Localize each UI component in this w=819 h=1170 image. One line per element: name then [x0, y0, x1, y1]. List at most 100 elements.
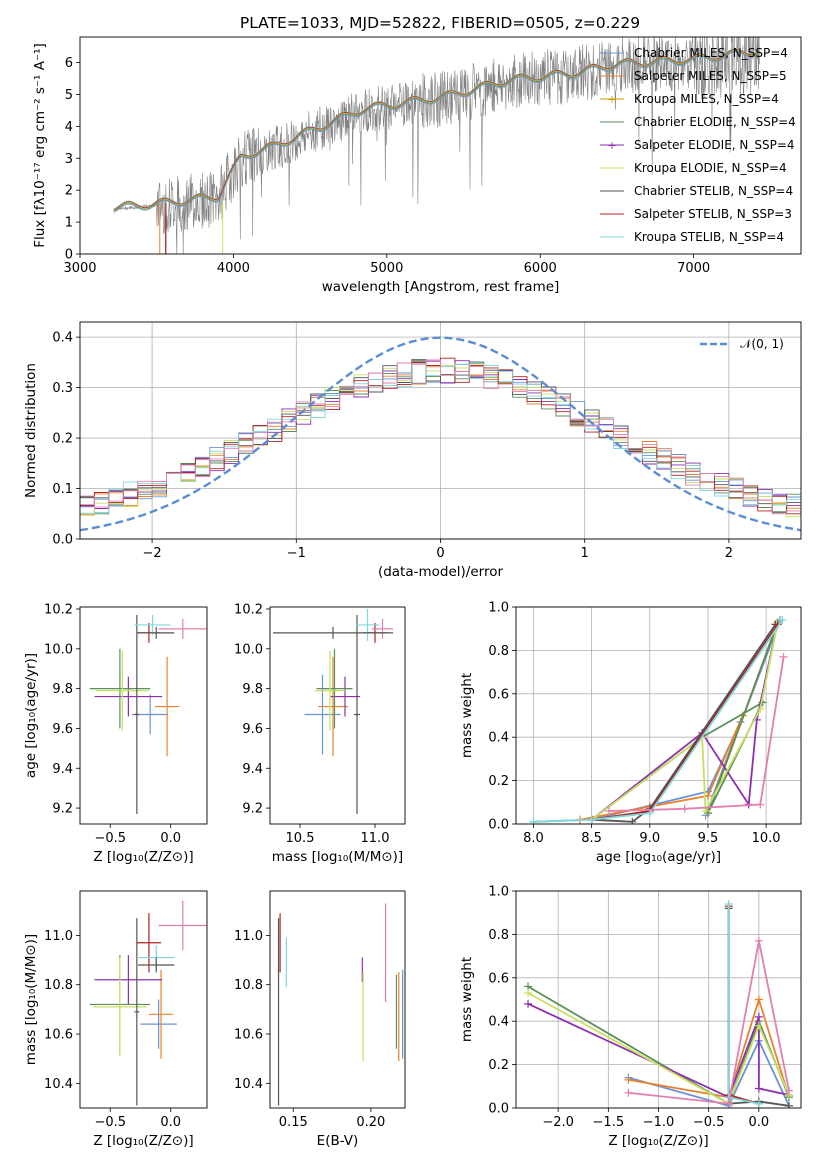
legend-entry: Chabrier MILES, N_SSP=4	[634, 46, 788, 60]
panel-residuals: −2 −1 0 1 2 0.0 0.1 0.2 0.3 0.4 (data-model)/error…	[23, 321, 802, 580]
y-tick-label: 9.8	[242, 682, 263, 697]
plot-area	[113, 37, 760, 254]
weight-line	[533, 619, 784, 823]
x-tick-label: −2.0	[542, 1115, 574, 1130]
x-axis-label: E(B-V)	[317, 1133, 359, 1149]
legend: Chabrier MILES, N_SSP=4 Salpeter MILES, N…	[600, 46, 796, 244]
y-tick-label: 10.2	[234, 602, 263, 617]
x-tick-label: 0.20	[356, 1115, 385, 1130]
weight-marker	[779, 652, 788, 661]
y-tick-label: 10.6	[234, 1028, 263, 1043]
figure-title: PLATE=1033, MJD=52822, FIBERID=0505, z=0…	[240, 14, 640, 32]
y-tick-label: 10.8	[234, 978, 263, 993]
x-tick-label: 0.0	[160, 1115, 181, 1130]
y-tick-label: 0.8	[488, 928, 509, 943]
y-tick-label: 9.4	[52, 762, 73, 777]
x-tick-label: −0.5	[693, 1115, 725, 1130]
x-tick-label: 10.5	[286, 831, 315, 846]
weight-marker	[524, 999, 533, 1008]
x-axis-label: Z [log₁₀(Z/Z⊙)]	[93, 849, 193, 865]
axes-frame	[79, 36, 802, 255]
weight-marker	[724, 900, 733, 909]
gaussian-curve	[80, 336, 801, 532]
y-tick-label: 0.2	[52, 432, 73, 447]
y-tick-label: 10.8	[44, 978, 73, 993]
panel-weight-age: 8.0 8.5 9.0 9.5 10.0 0.0 0.2 0.4 0.6 0.8 1.0 age [l…	[459, 601, 802, 865]
y-tick-label: 1.0	[488, 885, 509, 900]
panel-age-z: −0.5 0.0 9.2 9.4 9.6 9.8 10.0 10.2 Z [log₁₀(Z/Z⊙…	[23, 602, 208, 865]
y-tick-label: 0.1	[52, 482, 73, 497]
legend-entry: Chabrier STELIB, N_SSP=4	[634, 184, 793, 198]
x-tick-label: 11.0	[361, 831, 390, 846]
weight-marker	[754, 1021, 763, 1030]
y-tick-label: 10.4	[44, 1077, 73, 1092]
weight-marker	[624, 1088, 633, 1097]
y-tick-label: 9.6	[52, 722, 73, 737]
panel-mass-z: −0.5 0.0 10.4 10.6 10.8 11.0 Z [log₁₀(Z/Z⊙)] ma…	[23, 890, 208, 1149]
x-tick-label: 9.5	[698, 831, 719, 846]
weight-marker	[784, 1101, 793, 1108]
x-tick-label: 0.0	[160, 831, 181, 846]
legend-entry: Kroupa ELODIE, N_SSP=4	[634, 161, 787, 175]
x-tick-label: −1.5	[593, 1115, 625, 1130]
x-tick-label: −1	[287, 546, 306, 561]
weight-line	[628, 1038, 790, 1107]
x-tick-label: −2	[143, 546, 162, 561]
x-tick-label: 1	[581, 546, 589, 561]
plot-area	[529, 616, 788, 824]
weight-marker	[529, 817, 538, 824]
plot-area	[80, 336, 801, 532]
weight-line	[591, 623, 777, 823]
legend-entry: Salpeter STELIB, N_SSP=3	[634, 207, 792, 221]
weight-marker	[754, 1099, 763, 1108]
axes-frame	[515, 606, 802, 825]
panel-age-mass: 10.5 11.0 9.2 9.4 9.6 9.8 10.0 10.2 mass [log₁₀(…	[234, 602, 406, 865]
y-tick-label: 0.4	[488, 1015, 509, 1030]
legend-entry: Chabrier ELODIE, N_SSP=4	[634, 115, 796, 129]
y-axis-label: age [log₁₀(age/yr)]	[23, 653, 39, 778]
x-axis-label: Z [log₁₀(Z/Z⊙)]	[93, 1133, 193, 1149]
y-tick-label: 10.4	[234, 1077, 263, 1092]
x-tick-label: 6000	[524, 261, 557, 276]
weight-marker	[778, 616, 787, 625]
x-tick-label: 5000	[370, 261, 403, 276]
axes-frame	[269, 606, 406, 825]
x-tick-label: 10.0	[752, 831, 781, 846]
y-tick-label: 0.6	[488, 687, 509, 702]
y-tick-label: 0.6	[488, 971, 509, 986]
x-axis-label: Z [log₁₀(Z/Z⊙)]	[608, 1133, 708, 1149]
weight-marker	[524, 988, 533, 997]
x-tick-label: 3000	[63, 261, 96, 276]
weight-line	[609, 656, 785, 812]
y-tick-label: 0.2	[488, 1058, 509, 1073]
plot-area	[273, 608, 393, 815]
legend-entry: 𝒩(0, 1)	[740, 337, 784, 351]
x-axis-label: mass [log₁₀(M/M⊙)]	[272, 849, 403, 865]
weight-line	[628, 940, 790, 1105]
y-tick-label: 10.2	[44, 602, 73, 617]
x-tick-label: 0	[436, 546, 444, 561]
axes-frame	[515, 890, 802, 1109]
y-tick-label: 0.0	[488, 818, 509, 833]
y-tick-label: 0.2	[488, 774, 509, 789]
y-tick-label: 11.0	[44, 929, 73, 944]
y-tick-label: 10.0	[234, 642, 263, 657]
y-tick-label: 1	[65, 216, 73, 231]
x-tick-label: −1.0	[643, 1115, 675, 1130]
y-tick-label: 6	[65, 56, 73, 71]
y-tick-label: 5	[65, 88, 73, 103]
model-line	[113, 48, 759, 211]
weight-marker	[754, 936, 763, 945]
y-tick-label: 11.0	[234, 929, 263, 944]
y-tick-label: 10.6	[44, 1028, 73, 1043]
plot-area	[89, 900, 207, 1106]
y-tick-label: 9.4	[242, 762, 263, 777]
weight-marker	[784, 1086, 793, 1095]
x-tick-label: −0.5	[94, 831, 126, 846]
weight-line	[628, 996, 790, 1099]
legend-entry: Salpeter MILES, N_SSP=5	[634, 69, 787, 83]
weight-marker	[680, 804, 689, 813]
y-tick-label: 0.0	[52, 533, 73, 548]
y-tick-label: 0	[65, 248, 73, 263]
x-tick-label: 0.0	[749, 1115, 770, 1130]
